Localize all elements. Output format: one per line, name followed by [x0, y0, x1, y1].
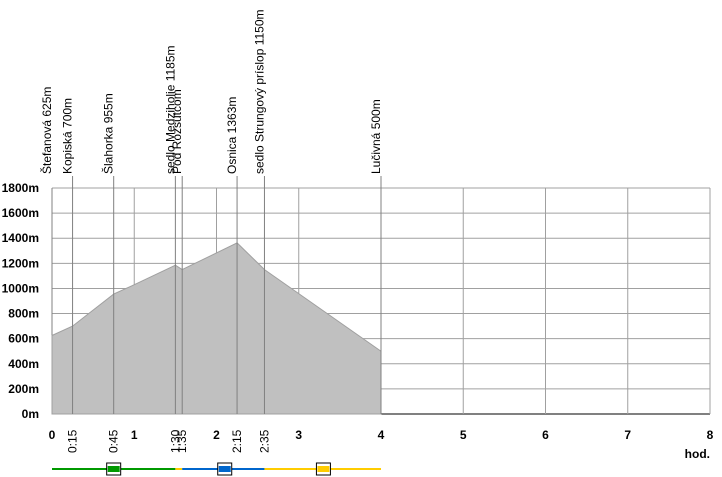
x-time-label: 2:35 — [257, 429, 271, 453]
waypoint-label: Lučivná 500m — [369, 99, 383, 174]
waypoint-label: sedlo Medziholie 1185m — [163, 45, 177, 174]
waypoint-label: Pod Rozsutcom — [170, 89, 184, 174]
x-time-label: 2:15 — [230, 429, 244, 453]
waypoint-labels: Štefanová 625m Kopiská 700m Šlahorka 955m s… — [39, 9, 383, 174]
waypoint-label: Štefanová 625m — [39, 87, 54, 174]
y-tick-label: 800m — [8, 307, 39, 321]
x-tick-label: 7 — [624, 428, 631, 442]
x-time-label: 0:45 — [107, 429, 121, 453]
area-layer — [51, 242, 382, 415]
waypoint-label: sedlo Strungový príslop 1150m — [252, 9, 266, 174]
x-tick-label: 5 — [460, 428, 467, 442]
y-tick-label: 1200m — [2, 256, 39, 270]
y-tick-label: 200m — [8, 382, 39, 396]
y-tick-label: 600m — [8, 332, 39, 346]
trail-marker-color — [317, 466, 330, 472]
waypoint-label: Šlahorka 955m — [101, 93, 116, 174]
y-tick-label: 1800m — [2, 181, 39, 195]
trail-marker-color — [107, 466, 120, 472]
y-tick-label: 1600m — [2, 206, 39, 220]
waypoint-label: Osnica 1363m — [225, 97, 239, 174]
y-tick-label: 400m — [8, 357, 39, 371]
y-tick-label: 1400m — [2, 231, 39, 245]
elevation-area — [51, 242, 382, 415]
x-tick-label: 4 — [378, 428, 385, 442]
x-time-label: 1:35 — [175, 429, 189, 453]
x-tick-label: 6 — [542, 428, 549, 442]
x-tick-label: 2 — [213, 428, 220, 442]
trail-marker-color — [218, 466, 231, 472]
x-time-label: 0:15 — [66, 429, 80, 453]
x-unit-label: hod. — [685, 447, 710, 461]
y-axis-labels: 0m 200m 400m 600m 800m 1000m 1200m 1400m 1600m 18… — [2, 181, 39, 421]
x-tick-label: 3 — [295, 428, 302, 442]
y-tick-label: 0m — [22, 407, 39, 421]
x-tick-label: 1 — [131, 428, 138, 442]
y-tick-label: 1000m — [2, 281, 39, 295]
x-axis-labels: 0 1 2 3 4 5 6 7 8 0:15 0:45 1:301:35 2:15 2:35 — [49, 428, 714, 453]
trail-color-bar — [52, 462, 381, 476]
x-tick-label: 8 — [707, 428, 714, 442]
x-tick-label: 0 — [49, 428, 56, 442]
waypoint-lines — [72, 176, 382, 414]
waypoint-label: Kopiská 700m — [61, 98, 75, 174]
x-time-label: 1:30 — [168, 429, 182, 453]
